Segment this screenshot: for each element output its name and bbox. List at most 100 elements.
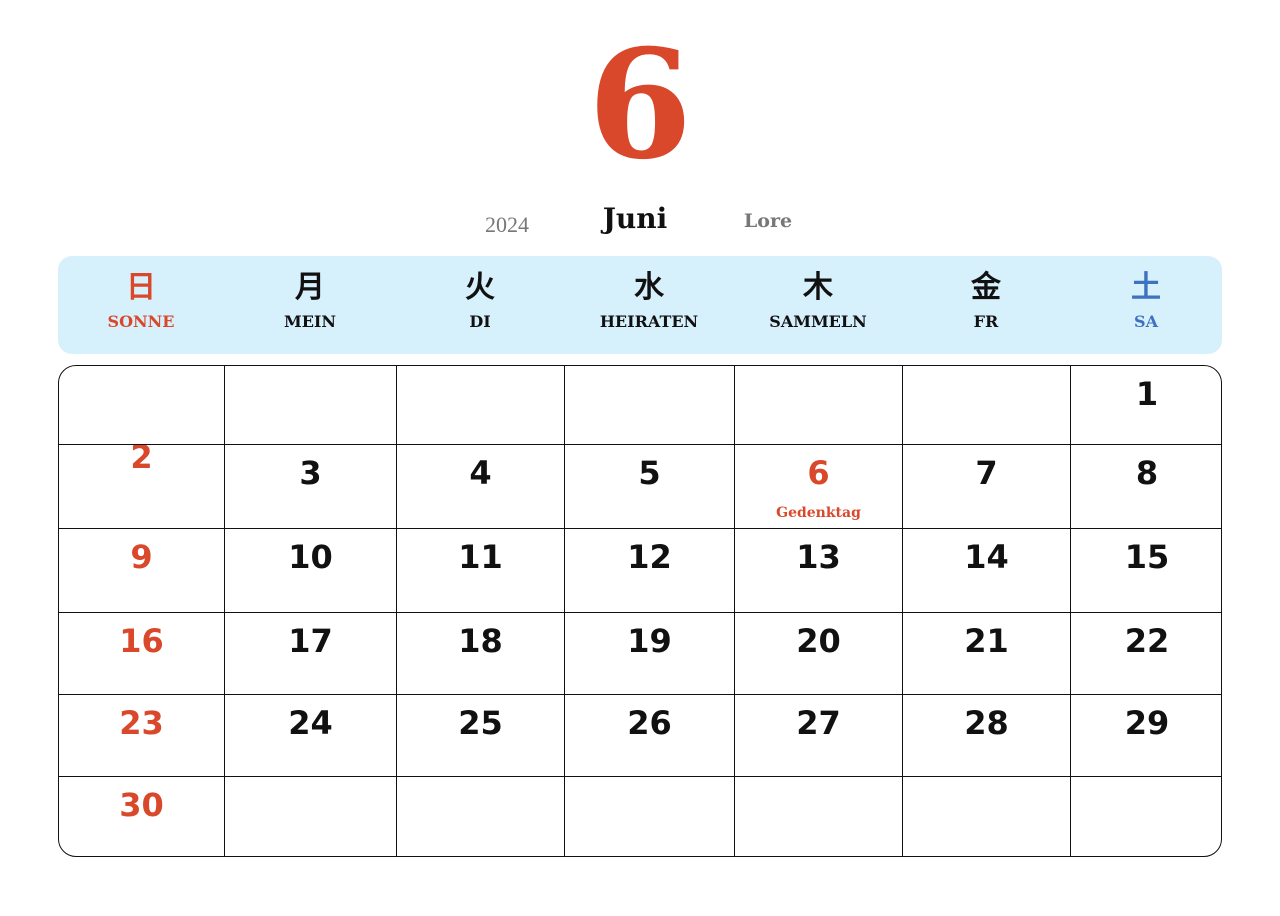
day-number: 21 xyxy=(964,622,1009,660)
weekday-kanji: 水 xyxy=(634,270,664,305)
day-cell-8[interactable]: 8 xyxy=(1071,445,1221,529)
day-cell-22[interactable]: 22 xyxy=(1071,613,1221,695)
day-number: 22 xyxy=(1124,622,1170,660)
day-number: 29 xyxy=(1124,704,1170,742)
day-number: 23 xyxy=(119,704,164,742)
month-number: 6 xyxy=(587,17,693,193)
day-number: 3 xyxy=(299,454,322,492)
weekday-kanji: 木 xyxy=(803,270,833,305)
empty-cell xyxy=(225,366,397,445)
empty-cell xyxy=(397,366,565,445)
day-number: 1 xyxy=(1135,375,1159,413)
day-number: 10 xyxy=(288,538,333,576)
day-number: 9 xyxy=(130,538,153,576)
day-cell-27[interactable]: 27 xyxy=(735,695,903,777)
day-number: 18 xyxy=(458,622,503,660)
day-cell-14[interactable]: 14 xyxy=(903,529,1071,613)
day-number: 16 xyxy=(119,622,164,660)
weekday-sa: 土 SA xyxy=(1070,256,1222,354)
empty-cell xyxy=(735,366,903,445)
weekday-name: HEIRATEN xyxy=(599,312,699,331)
day-number: 20 xyxy=(796,622,841,660)
day-cell-30[interactable]: 30 xyxy=(59,777,225,856)
empty-cell xyxy=(735,777,903,856)
day-number: 6 xyxy=(807,454,830,492)
day-cell-21[interactable]: 21 xyxy=(903,613,1071,695)
year: 2024 xyxy=(485,212,529,237)
day-cell-18[interactable]: 18 xyxy=(397,613,565,695)
day-number: 5 xyxy=(638,454,661,492)
weekday-kanji: 金 xyxy=(971,270,1001,305)
day-cell-10[interactable]: 10 xyxy=(225,529,397,613)
day-cell-23[interactable]: 23 xyxy=(59,695,225,777)
weekday-header: 日 SONNE 月 MEIN 火 DI 水 HEIRATEN 木 SAMMELN 金 FR 土 SA xyxy=(58,256,1222,354)
empty-cell xyxy=(903,366,1071,445)
day-number: 27 xyxy=(796,704,841,742)
holiday-label: Gedenktag xyxy=(776,505,861,521)
day-cell-9[interactable]: 9 xyxy=(59,529,225,613)
day-number: 15 xyxy=(1124,538,1170,576)
month-name: Juni xyxy=(602,202,668,235)
day-cell-12[interactable]: 12 xyxy=(565,529,735,613)
weekday-di: 火 DI xyxy=(396,256,564,354)
empty-cell xyxy=(225,777,397,856)
day-cell-20[interactable]: 20 xyxy=(735,613,903,695)
day-number: 13 xyxy=(796,538,841,576)
weekday-sammeln: 木 SAMMELN xyxy=(734,256,902,354)
day-cell-15[interactable]: 15 xyxy=(1071,529,1221,613)
day-number: 25 xyxy=(458,704,503,742)
weekday-name: FR xyxy=(973,312,999,331)
empty-cell xyxy=(903,777,1071,856)
day-cell-26[interactable]: 26 xyxy=(565,695,735,777)
day-number: 24 xyxy=(288,704,333,742)
day-number: 2 xyxy=(130,445,153,476)
day-number: 17 xyxy=(288,622,333,660)
day-cell-29[interactable]: 29 xyxy=(1071,695,1221,777)
day-cell-3[interactable]: 3 xyxy=(225,445,397,529)
day-cell-7[interactable]: 7 xyxy=(903,445,1071,529)
day-cell-11[interactable]: 11 xyxy=(397,529,565,613)
day-cell-28[interactable]: 28 xyxy=(903,695,1071,777)
calendar-grid: 1 2 3 4 5 6 Gedenktag 7 8 9 10 11 12 13 14 15 16 17 18 19 20… xyxy=(58,365,1222,857)
weekday-fr: 金 FR xyxy=(902,256,1070,354)
weekday-kanji: 火 xyxy=(465,270,495,305)
day-cell-6[interactable]: 6 Gedenktag xyxy=(735,445,903,529)
day-number: 28 xyxy=(964,704,1009,742)
day-cell-17[interactable]: 17 xyxy=(225,613,397,695)
empty-cell xyxy=(1071,777,1221,856)
weekday-heiraten: 水 HEIRATEN xyxy=(564,256,734,354)
day-number: 12 xyxy=(627,538,672,576)
day-number: 30 xyxy=(119,786,164,824)
day-number: 4 xyxy=(469,454,492,492)
weekday-mein: 月 MEIN xyxy=(224,256,396,354)
label: Lore xyxy=(743,210,793,232)
day-cell-1[interactable]: 1 xyxy=(1071,366,1221,445)
weekday-name: SONNE xyxy=(107,312,175,331)
day-cell-16[interactable]: 16 xyxy=(59,613,225,695)
empty-cell xyxy=(565,366,735,445)
weekday-sonne: 日 SONNE xyxy=(58,256,224,354)
day-cell-25[interactable]: 25 xyxy=(397,695,565,777)
weekday-kanji: 土 xyxy=(1131,270,1161,305)
day-number: 14 xyxy=(964,538,1009,576)
weekday-name: DI xyxy=(469,312,491,331)
day-number: 11 xyxy=(458,538,503,576)
weekday-name: SAMMELN xyxy=(769,312,867,331)
empty-cell xyxy=(565,777,735,856)
day-cell-2[interactable]: 2 xyxy=(59,445,225,529)
weekday-name: MEIN xyxy=(283,312,336,331)
day-number: 7 xyxy=(975,454,998,492)
day-number: 26 xyxy=(627,704,672,742)
day-cell-4[interactable]: 4 xyxy=(397,445,565,529)
day-cell-5[interactable]: 5 xyxy=(565,445,735,529)
day-number: 19 xyxy=(627,622,672,660)
empty-cell xyxy=(397,777,565,856)
weekday-kanji: 日 xyxy=(126,270,156,305)
day-cell-19[interactable]: 19 xyxy=(565,613,735,695)
day-cell-24[interactable]: 24 xyxy=(225,695,397,777)
day-cell-13[interactable]: 13 xyxy=(735,529,903,613)
weekday-kanji: 月 xyxy=(295,270,325,305)
weekday-name: SA xyxy=(1134,312,1158,331)
empty-cell xyxy=(59,366,225,445)
day-number: 8 xyxy=(1135,454,1159,492)
